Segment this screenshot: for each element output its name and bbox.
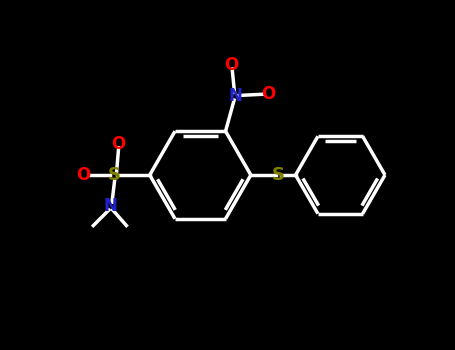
Text: O: O (262, 85, 276, 103)
Text: O: O (111, 135, 126, 153)
Text: S: S (108, 166, 121, 184)
Text: N: N (104, 197, 118, 215)
Text: S: S (272, 166, 284, 184)
Text: N: N (228, 87, 242, 105)
Text: O: O (76, 166, 91, 184)
Text: O: O (224, 56, 238, 74)
